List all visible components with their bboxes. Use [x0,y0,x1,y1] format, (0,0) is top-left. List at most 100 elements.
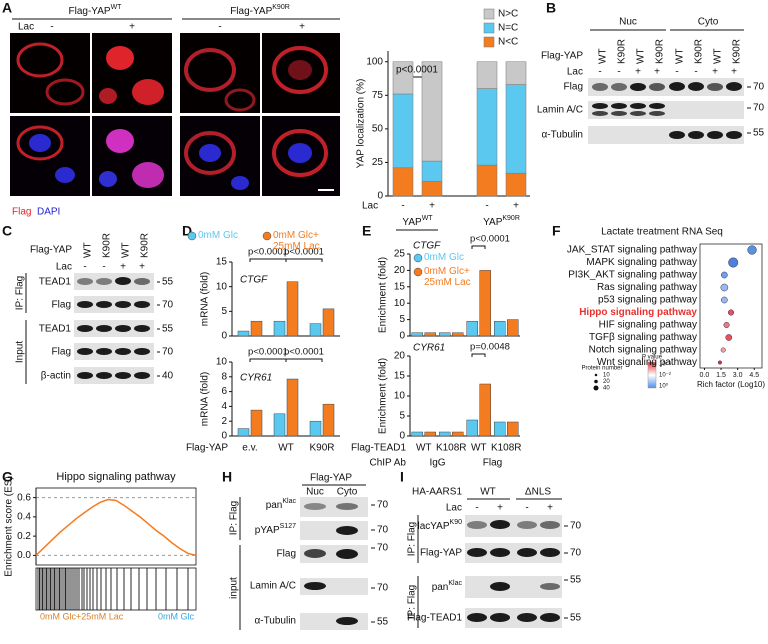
x-tick-label: e.v. [242,443,257,454]
blot-band [630,83,646,91]
label: IP: Flag [229,501,240,535]
blot-band [592,103,608,109]
dot [727,309,735,316]
y-tick-label: 2 [221,416,227,427]
label: F [552,223,561,239]
legend-marker [262,231,272,241]
blot-band [669,82,685,91]
blot-band [490,548,510,557]
label: pYAP [255,525,280,536]
label: Flag-YAP [30,245,72,256]
dot [725,334,733,341]
blot-band [467,613,487,622]
legend-label: 0mM Glc [424,252,464,263]
x-tick-label: WT [471,443,487,454]
label: Flag [12,207,31,218]
blot-band [467,521,487,529]
image-panel [588,101,744,119]
legend-label: N<C [498,37,518,48]
y-tick-label: 5 [399,411,405,422]
y-axis-label: Enrichment (fold) [378,257,389,333]
y-tick-label: 15 [216,257,228,268]
x-tick-label: 0.0 [700,372,710,379]
blot-band [540,521,560,529]
image-panel [74,320,154,337]
bar [237,428,250,437]
legend-swatch [483,22,495,34]
label: 70 [377,500,389,511]
x-tick-label: - [401,201,404,212]
p-value: p=0.0048 [470,342,510,353]
y-tick-label: 10 [216,357,228,368]
p-value: p<0.0001 [396,65,438,76]
bar [273,413,286,437]
cell [231,176,249,190]
label: - [598,67,601,78]
y-tick-label: 0.2 [17,531,31,542]
size-legend-dot [593,385,599,391]
group-label: YAPK90R [483,215,520,228]
blot-band [115,348,131,355]
blot-band [96,372,112,379]
x-tick-label: 1.5 [716,372,726,379]
label: + [497,503,503,514]
legend-label: 0mM Glc+ 25mM Lac [424,266,471,288]
label: Flag [52,300,71,311]
label: WT [713,48,724,64]
bar-segment [476,88,498,166]
y-tick-label: 20 [394,351,406,362]
cell [224,88,256,112]
blot-band [304,549,326,558]
bar-segment [505,84,527,174]
image-panel [35,567,197,611]
p-value: p<0.0001 [284,347,324,358]
cell [16,125,64,161]
bar-segment [421,180,443,197]
color-legend-label: 10⁻² [659,373,671,379]
image-panel [74,367,154,384]
label: - [694,67,697,78]
blot-band [540,613,560,622]
x-tick-label: 3.0 [733,372,743,379]
bar-segment [505,61,527,85]
cell [132,162,164,188]
y-tick-label: 5 [221,306,227,317]
bar [411,431,423,437]
color-legend-label: 10⁰ [659,383,669,390]
cell [272,46,328,94]
label: Lamin A/C [250,581,296,592]
bar-segment [392,167,414,197]
cell [199,144,221,162]
dot [720,347,726,353]
gene-label: CTGF [240,275,268,286]
cell [99,88,117,104]
label: pan [432,582,449,593]
label: K90R [617,39,628,64]
label: Klac [448,580,462,587]
label: WT [480,487,496,498]
label: input [229,577,240,599]
x-axis-label: Rich factor (Log10) [697,380,765,389]
bar [309,323,322,337]
blot-band [134,278,150,285]
bar [452,332,464,337]
label: + [547,503,553,514]
blot-band [134,301,150,308]
y-tick-label: 25 [394,249,406,260]
image-panel [74,343,154,360]
blot-band [540,548,560,557]
label: K90R [272,4,290,11]
legend-marker [413,253,423,263]
x-tick-label: K108R [491,443,522,454]
label: K90R [694,39,705,64]
cell [288,143,312,163]
bar [250,320,263,337]
x-axis-label: Flag-TEAD1 [351,443,406,454]
label: - [675,67,678,78]
dot [721,271,728,279]
y-tick-label: 0.6 [17,492,31,503]
chart-title: Hippo signaling pathway [56,471,176,483]
image-panel [180,33,260,113]
label: K90 [450,519,463,526]
x-tick-label: K108R [436,443,467,454]
